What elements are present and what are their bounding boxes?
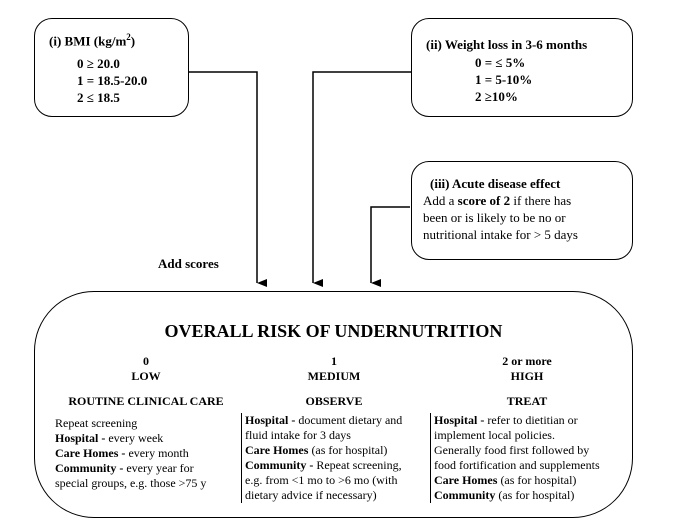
medium-row-4: e.g. from <1 mo to >6 mo (with bbox=[245, 473, 398, 487]
acute-disease-text: Add a score of 2 if there has been or is… bbox=[423, 193, 578, 242]
bmi-box: (i) BMI (kg/m2) 0 ≥ 20.0 1 = 18.5-20.0 2… bbox=[34, 18, 189, 117]
overall-risk-title: OVERALL RISK OF UNDERNUTRITION bbox=[164, 321, 503, 341]
low-row-3: Community - every year for bbox=[55, 461, 194, 475]
acute-disease-heading: (iii) Acute disease effect bbox=[430, 176, 561, 191]
medium-level: MEDIUM bbox=[307, 369, 361, 383]
medium-row-0: Hospital - document dietary and bbox=[245, 413, 403, 427]
low-row-2: Care Homes - every month bbox=[55, 446, 189, 460]
high-row-0: Hospital - refer to dietitian or bbox=[434, 413, 578, 427]
high-row-4: Care Homes (as for hospital) bbox=[434, 473, 577, 487]
low-row-4: special groups, e.g. those >75 y bbox=[55, 476, 207, 490]
high-row-2: Generally food first followed by bbox=[434, 443, 590, 457]
bmi-arrow bbox=[189, 71, 267, 287]
bmi-score-2: 2 ≤ 18.5 bbox=[77, 90, 120, 105]
low-action: ROUTINE CLINICAL CARE bbox=[68, 394, 224, 408]
weight-score-0: 0 = ≤ 5% bbox=[475, 55, 526, 70]
high-row-3: food fortification and supplements bbox=[434, 458, 600, 472]
high-row-1: implement local policies. bbox=[434, 428, 555, 442]
high-action: TREAT bbox=[506, 394, 548, 408]
high-row-5: Community (as for hospital) bbox=[434, 488, 575, 502]
medium-row-5: dietary advice if necessary) bbox=[245, 488, 377, 502]
acute-arrow bbox=[370, 206, 410, 287]
high-actions-list: Hospital - refer to dietitian or impleme… bbox=[430, 413, 624, 503]
high-level: HIGH bbox=[510, 369, 544, 383]
weight-score-1: 1 = 5-10% bbox=[475, 72, 533, 87]
add-scores-label: Add scores bbox=[158, 256, 219, 271]
low-score: 0 bbox=[143, 354, 149, 368]
weight-arrow bbox=[312, 71, 411, 287]
overall-risk-box: OVERALL RISK OF UNDERNUTRITION 0 LOW ROU… bbox=[34, 291, 633, 518]
medium-row-2: Care Homes (as for hospital) bbox=[245, 443, 388, 457]
medium-row-1: fluid intake for 3 days bbox=[245, 428, 351, 442]
bmi-score-0: 0 ≥ 20.0 bbox=[77, 56, 120, 71]
medium-actions-list: Hospital - document dietary and fluid in… bbox=[241, 413, 421, 503]
high-score: 2 or more bbox=[502, 354, 552, 368]
low-row-1: Hospital - every week bbox=[55, 431, 164, 445]
low-actions-list: Repeat screening Hospital - every week C… bbox=[55, 416, 235, 491]
weight-score-2: 2 ≥10% bbox=[475, 89, 518, 104]
weight-loss-box: (ii) Weight loss in 3-6 months 0 = ≤ 5% … bbox=[411, 18, 633, 117]
bmi-heading: (i) BMI (kg/m2) bbox=[49, 32, 136, 49]
acute-disease-box: (iii) Acute disease effect Add a score o… bbox=[411, 161, 633, 260]
low-row-0: Repeat screening bbox=[55, 416, 138, 430]
bmi-score-1: 1 = 18.5-20.0 bbox=[77, 73, 148, 88]
bmi-score-list: 0 ≥ 20.0 1 = 18.5-20.0 2 ≤ 18.5 bbox=[77, 55, 147, 106]
medium-row-3: Community - Repeat screening, bbox=[245, 458, 402, 472]
low-level: LOW bbox=[131, 369, 161, 383]
medium-score: 1 bbox=[331, 354, 337, 368]
weight-loss-heading: (ii) Weight loss in 3-6 months bbox=[426, 37, 588, 52]
weight-loss-score-list: 0 = ≤ 5% 1 = 5-10% 2 ≥10% bbox=[475, 54, 532, 105]
medium-action: OBSERVE bbox=[305, 394, 363, 408]
